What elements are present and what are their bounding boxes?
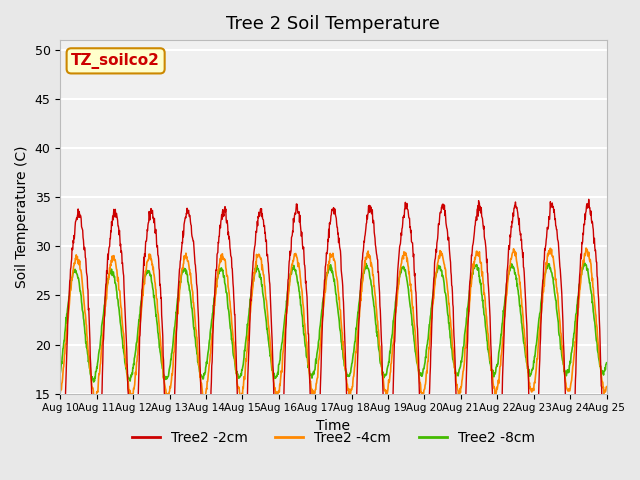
Line: Tree2 -8cm: Tree2 -8cm [60, 263, 607, 382]
Tree2 -2cm [538, 290, 546, 296]
Y-axis label: Soil Temperature (C): Soil Temperature (C) [15, 145, 29, 288]
Text: TZ_soilco2: TZ_soilco2 [71, 53, 160, 69]
Tree2 -8cm [165, 370, 173, 375]
Tree2 -4cm [179, 266, 186, 272]
Tree2 -4cm [165, 393, 173, 399]
Tree2 -8cm [603, 360, 611, 366]
Tree2 -8cm [581, 260, 589, 266]
Line: Tree2 -2cm: Tree2 -2cm [60, 199, 607, 480]
Legend: Tree2 -2cm, Tree2 -4cm, Tree2 -8cm: Tree2 -2cm, Tree2 -4cm, Tree2 -8cm [126, 425, 540, 450]
Tree2 -8cm [490, 374, 498, 380]
Tree2 -2cm [490, 440, 498, 446]
Tree2 -4cm [91, 398, 99, 404]
Tree2 -4cm [490, 385, 498, 391]
Tree2 -8cm [56, 370, 64, 376]
Tree2 -4cm [239, 385, 247, 391]
Tree2 -4cm [582, 245, 590, 251]
Tree2 -2cm [178, 244, 186, 250]
Tree2 -4cm [56, 390, 64, 396]
Tree2 -4cm [419, 390, 426, 396]
X-axis label: Time: Time [316, 419, 351, 433]
Tree2 -8cm [90, 379, 97, 385]
Tree2 -8cm [239, 361, 247, 367]
Tree2 -4cm [538, 299, 546, 305]
Line: Tree2 -4cm: Tree2 -4cm [60, 248, 607, 401]
Tree2 -8cm [538, 291, 546, 297]
Tree2 -4cm [603, 384, 611, 390]
Title: Tree 2 Soil Temperature: Tree 2 Soil Temperature [227, 15, 440, 33]
Tree2 -8cm [179, 270, 186, 276]
Tree2 -2cm [585, 196, 593, 202]
Tree2 -8cm [419, 372, 426, 377]
